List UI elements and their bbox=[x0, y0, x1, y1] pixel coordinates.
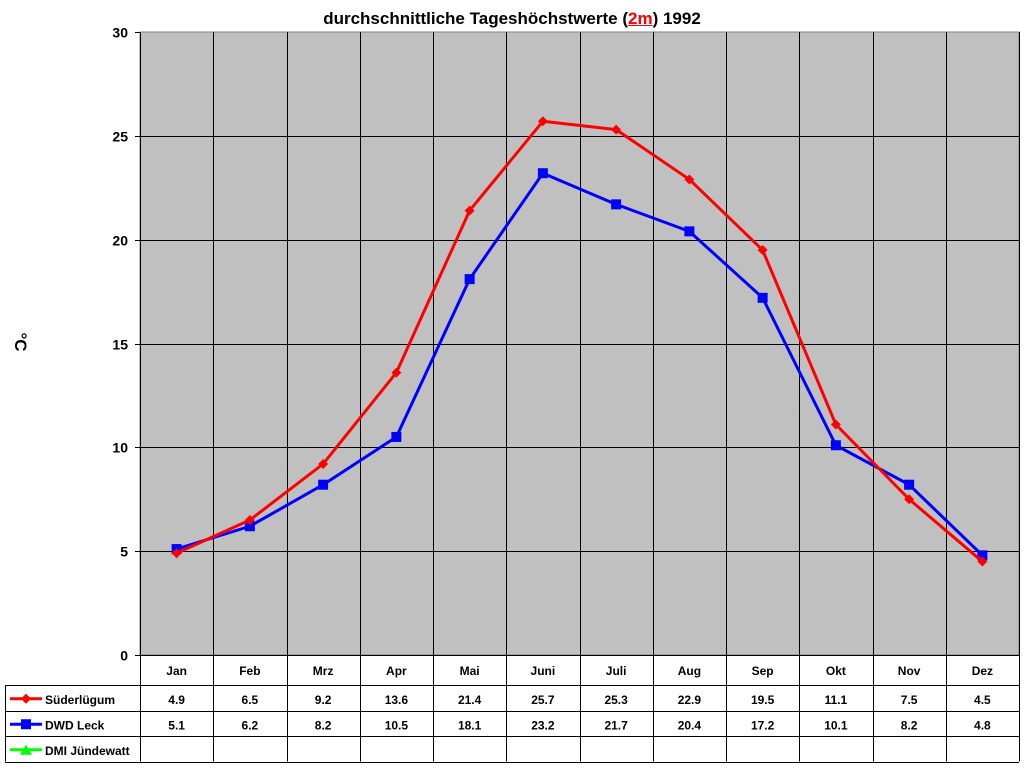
x-category-label: Juli bbox=[606, 664, 627, 678]
data-point-square-icon bbox=[464, 274, 475, 285]
table-cell: 25.3 bbox=[604, 693, 628, 707]
x-category-label: Sep bbox=[752, 664, 774, 678]
x-category-label: Juni bbox=[531, 664, 556, 678]
table-cell: 8.2 bbox=[315, 718, 332, 732]
y-tick-label: 0 bbox=[120, 648, 128, 664]
data-point-diamond-icon bbox=[904, 494, 915, 505]
legend-marker-square-icon bbox=[21, 719, 31, 730]
title-prefix: durchschnittliche Tageshöchstwerte ( bbox=[323, 9, 628, 28]
y-tick-label: 25 bbox=[112, 129, 128, 145]
x-category-label: Apr bbox=[386, 664, 407, 678]
table-cell: 7.5 bbox=[901, 693, 918, 707]
legend-label: DWD Leck bbox=[45, 718, 105, 732]
data-point-square-icon bbox=[684, 226, 695, 237]
legend-label: Süderlügum bbox=[45, 693, 115, 707]
data-point-diamond-icon bbox=[830, 419, 841, 430]
data-point-square-icon bbox=[611, 199, 622, 210]
y-tick-label: 5 bbox=[120, 544, 128, 560]
x-category-label: Aug bbox=[678, 664, 701, 678]
x-category-label: Jan bbox=[166, 664, 187, 678]
data-point-square-icon bbox=[977, 550, 988, 561]
table-cell: 18.1 bbox=[458, 718, 482, 732]
data-point-square-icon bbox=[830, 440, 841, 451]
data-point-diamond-icon bbox=[244, 515, 255, 526]
table-cell: 8.2 bbox=[901, 718, 918, 732]
data-point-diamond-icon bbox=[391, 367, 402, 378]
data-point-square-icon bbox=[244, 521, 255, 532]
table-cell: 4.5 bbox=[974, 693, 991, 707]
x-category-label: Nov bbox=[898, 664, 921, 678]
table-cell: 6.2 bbox=[242, 718, 259, 732]
chart-title: durchschnittliche Tageshöchstwerte (2m) … bbox=[0, 9, 1024, 29]
data-point-diamond-icon bbox=[537, 116, 548, 127]
title-highlight: 2m bbox=[628, 9, 653, 28]
table-cell: 25.7 bbox=[531, 693, 555, 707]
data-point-diamond-icon bbox=[611, 124, 622, 135]
y-tick-label: 30 bbox=[112, 25, 128, 41]
table-cell: 21.7 bbox=[604, 718, 628, 732]
data-point-diamond-icon bbox=[757, 245, 768, 256]
table-cell: 6.5 bbox=[242, 693, 259, 707]
data-point-diamond-icon bbox=[171, 548, 182, 559]
table-cell: 10.1 bbox=[824, 718, 848, 732]
x-category-label: Feb bbox=[239, 664, 260, 678]
legend-marker-triangle-icon bbox=[20, 744, 32, 755]
table-cell: 13.6 bbox=[385, 693, 409, 707]
table-cell: 11.1 bbox=[825, 693, 848, 707]
data-point-square-icon bbox=[904, 479, 915, 490]
data-point-diamond-icon bbox=[684, 174, 695, 185]
y-tick-label: 20 bbox=[112, 233, 128, 249]
title-suffix: ) 1992 bbox=[652, 9, 701, 28]
x-category-label: Okt bbox=[826, 664, 846, 678]
table-cell: 20.4 bbox=[678, 718, 702, 732]
table-cell: 10.5 bbox=[385, 718, 409, 732]
table-cell: 5.1 bbox=[168, 718, 185, 732]
data-point-square-icon bbox=[537, 168, 548, 179]
data-point-square-icon bbox=[757, 292, 768, 303]
table-cell: 22.9 bbox=[678, 693, 702, 707]
table-cell: 17.2 bbox=[751, 718, 775, 732]
table-cell: 9.2 bbox=[315, 693, 332, 707]
x-category-label: Mai bbox=[460, 664, 480, 678]
legend-label: DMI Jündewatt bbox=[45, 744, 130, 758]
table-cell: 23.2 bbox=[531, 718, 555, 732]
y-tick-label: 15 bbox=[112, 337, 128, 353]
x-category-label: Mrz bbox=[313, 664, 334, 678]
data-point-square-icon bbox=[318, 479, 329, 490]
series-line-s-derl-gum bbox=[176, 119, 984, 563]
data-point-diamond-icon bbox=[318, 458, 329, 469]
table-cell: 21.4 bbox=[458, 693, 482, 707]
data-point-diamond-icon bbox=[977, 556, 988, 567]
table-cell: 19.5 bbox=[751, 693, 775, 707]
series-line-dwd-leck bbox=[176, 171, 984, 557]
x-category-label: Dez bbox=[972, 664, 993, 678]
legend-marker-diamond-icon bbox=[21, 693, 31, 704]
data-point-diamond-icon bbox=[464, 205, 475, 216]
table-cell: 4.8 bbox=[974, 718, 991, 732]
y-tick-label: 10 bbox=[112, 440, 128, 456]
table-cell: 4.9 bbox=[168, 693, 185, 707]
data-point-square-icon bbox=[391, 431, 402, 442]
